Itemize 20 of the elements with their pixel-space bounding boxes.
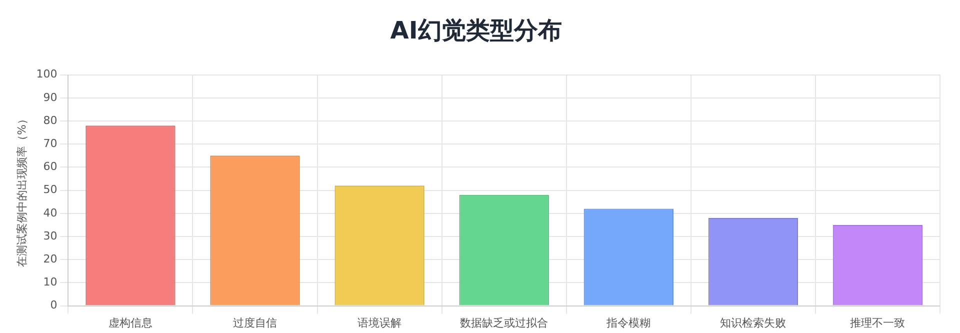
y-tick-label: 60 [43,160,58,174]
y-tick-label: 80 [43,114,58,127]
y-axis-title: 在测试案例中的出现频率（%） [15,114,28,268]
y-tick-label: 30 [43,229,58,242]
x-tick-label: 数据缺乏或过拟合 [460,316,548,330]
y-tick-label: 70 [43,136,58,150]
x-tick-label: 过度自信 [233,316,278,330]
y-tick-label: 0 [50,298,58,312]
y-tick-label: 10 [43,276,58,289]
y-tick-label: 40 [43,206,58,220]
x-tick-label: 指令模糊 [606,316,651,330]
x-tick-label: 语境误解 [358,316,402,330]
y-tick-label: 50 [43,183,58,196]
y-tick-label: 20 [43,252,58,266]
x-tick-label: 推理不一致 [850,316,906,330]
x-tick-label: 虚构信息 [108,316,152,330]
x-tick-label: 知识检索失败 [720,316,786,330]
y-tick-label: 90 [43,90,58,104]
chart-title: AI幻觉类型分布 [390,16,562,45]
y-tick-label: 100 [36,68,58,81]
